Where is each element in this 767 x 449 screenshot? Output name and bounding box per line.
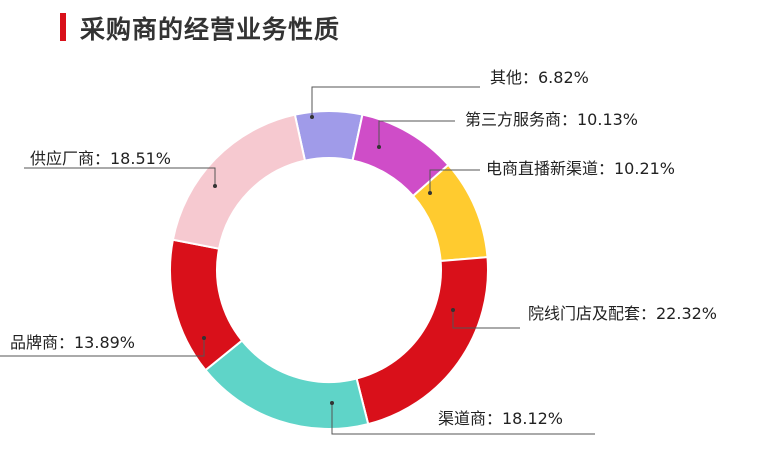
- leader-line: [24, 167, 216, 186]
- label-brand: 品牌商：13.89%: [10, 333, 135, 352]
- title-accent-bar: [60, 13, 66, 41]
- label-ecommerce-live: 电商直播新渠道：10.21%: [486, 159, 675, 178]
- label-other: 其他：6.82%: [490, 68, 589, 87]
- leader-dot: [310, 115, 314, 119]
- leader-dot: [451, 308, 455, 312]
- leader-line: [0, 338, 205, 357]
- leader-dot: [330, 401, 334, 405]
- leader-line: [429, 169, 480, 193]
- slice-supplier: [171, 113, 307, 250]
- leader-dot: [377, 145, 381, 149]
- slice-cinema-stores: [355, 256, 489, 426]
- leader-line: [331, 403, 595, 435]
- leader-line: [452, 310, 520, 329]
- label-channel: 渠道商：18.12%: [438, 409, 563, 428]
- label-third-party: 第三方服务商：10.13%: [465, 110, 638, 129]
- page-title: 采购商的经营业务性质: [80, 15, 341, 44]
- leader-dot: [428, 191, 432, 195]
- label-supplier: 供应厂商：18.51%: [30, 149, 171, 168]
- label-cinema-stores: 院线门店及配套：22.32%: [528, 304, 717, 323]
- leader-dot: [202, 336, 206, 340]
- slice-other: [293, 110, 364, 162]
- leader-line: [311, 86, 480, 117]
- leader-dot: [213, 184, 217, 188]
- leader-line: [378, 120, 455, 147]
- slice-channel: [204, 339, 370, 430]
- slice-brand: [169, 238, 244, 372]
